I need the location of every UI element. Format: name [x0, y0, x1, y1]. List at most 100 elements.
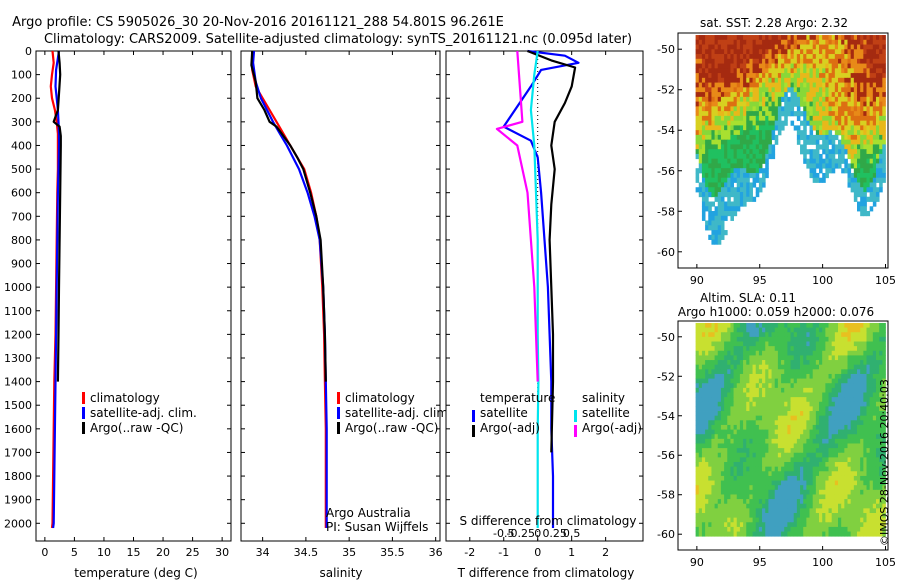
legend-label: satellite-adj. clim. [345, 406, 452, 420]
legend-label: climatology [90, 391, 160, 405]
s-tick-label: 0 [534, 527, 541, 540]
depth-tick-label: 0 [25, 45, 32, 58]
depth-tick-label: 1700 [4, 446, 32, 459]
depth-tick-label: 300 [11, 116, 32, 129]
x-tick-label: 2 [602, 546, 609, 559]
legend-swatch [574, 410, 577, 422]
series-line-argo-raw-qc- [52, 50, 62, 382]
depth-tick-label: 700 [11, 210, 32, 223]
legend-label: satellite [582, 406, 630, 420]
x-tick-label: 25 [186, 546, 200, 559]
x-tick-label: 34.5 [294, 546, 319, 559]
depth-tick-label: 400 [11, 139, 32, 152]
imos-watermark: ©IMOS 28-Nov-2016 20:40:03 [878, 379, 891, 546]
x-tick-label: 0 [41, 546, 48, 559]
depth-tick-label: 1900 [4, 494, 32, 507]
depth-tick-label: 1300 [4, 352, 32, 365]
s-tick-label: -0.5 [493, 527, 514, 540]
map-y-tick-label: -56 [657, 165, 675, 178]
x-tick-label: 15 [127, 546, 141, 559]
s-tick-label: 0.25 [542, 527, 567, 540]
depth-tick-label: 200 [11, 92, 32, 105]
sst-grid [695, 35, 886, 245]
legend-swatch [337, 407, 340, 419]
legend-swatch [472, 410, 475, 422]
x-tick-label: 34 [256, 546, 270, 559]
legend-swatch [337, 392, 340, 404]
temperature-xlabel: temperature (deg C) [74, 566, 197, 580]
x-tick-label: 20 [156, 546, 170, 559]
salinity-xlabel: salinity [319, 566, 362, 580]
sla-grid [695, 322, 886, 537]
temperature-panel: 0100200300400500600700800900100011001200… [4, 45, 232, 559]
sla-map: 90 95 100 105 -50 -52 -54 -56 -58 -60 [657, 320, 896, 569]
x-tick-label: 0 [534, 546, 541, 559]
depth-tick-label: 800 [11, 234, 32, 247]
salinity-panel: 34 34.5 35 35.5 36 climatologysatellite-adj. … [240, 50, 452, 559]
x-tick-label: 35.5 [380, 546, 405, 559]
legend-swatch [337, 422, 340, 434]
legend-label: Argo(..raw -QC) [90, 421, 183, 435]
diff-xlabel: T difference from climatology [457, 566, 635, 580]
depth-tick-label: 1400 [4, 376, 32, 389]
s-tick-label: 0.5 [563, 527, 581, 540]
depth-tick-label: 600 [11, 187, 32, 200]
depth-tick-label: 1600 [4, 423, 32, 436]
series-line-argo-adj- [495, 50, 539, 382]
map-x-tick-label: 105 [875, 274, 896, 287]
map-x-tick-label: 105 [875, 556, 896, 569]
depth-tick-label: 1800 [4, 470, 32, 483]
legend-swatch [82, 392, 85, 404]
depth-tick-label: 1100 [4, 305, 32, 318]
difference-panel: -2 -1 0 1 2-0.5-0.25 0 0.250.5temperaturesatel… [445, 49, 644, 559]
legend-swatch [82, 407, 85, 419]
x-tick-label: 1 [568, 546, 575, 559]
figure-title-line1: Argo profile: CS 5905026_30 20-Nov-2016 … [12, 15, 504, 30]
map-y-tick-label: -58 [657, 489, 675, 502]
plot-frame [240, 50, 441, 542]
depth-tick-label: 1200 [4, 328, 32, 341]
series-line-satellite [529, 50, 540, 528]
series-line-argo-adj- [527, 49, 577, 453]
legend-label: satellite [480, 406, 528, 420]
map-y-tick-label: -50 [657, 331, 675, 344]
map-y-tick-label: -60 [657, 246, 675, 259]
plot-frame [35, 50, 232, 542]
legend-group-title: salinity [582, 391, 625, 405]
map-x-tick-label: 90 [690, 556, 704, 569]
map-y-tick-label: -56 [657, 449, 675, 462]
map-x-tick-label: 95 [753, 556, 767, 569]
map-x-tick-label: 95 [753, 274, 767, 287]
s-tick-label: -0.25 [506, 527, 534, 540]
sla-map-title: Altim. SLA: 0.11 [700, 291, 796, 305]
legend-label: Argo(-adj) [480, 421, 540, 435]
depth-tick-label: 500 [11, 163, 32, 176]
map-y-tick-label: -52 [657, 84, 675, 97]
diff-s-title: S difference from climatology [460, 514, 637, 528]
x-tick-label: 5 [71, 546, 78, 559]
depth-tick-label: 1000 [4, 281, 32, 294]
map-y-tick-label: -58 [657, 205, 675, 218]
legend-swatch [82, 422, 85, 434]
legend-label: Argo(..raw -QC) [345, 421, 438, 435]
depth-tick-label: 900 [11, 258, 32, 271]
map-y-tick-label: -50 [657, 43, 675, 56]
legend-label: climatology [345, 391, 415, 405]
series-line-argo-raw-qc- [250, 50, 327, 382]
legend-group-title: temperature [480, 391, 555, 405]
map-y-tick-label: -60 [657, 528, 675, 541]
x-tick-label: -1 [498, 546, 509, 559]
sst-map-title: sat. SST: 2.28 Argo: 2.32 [700, 16, 848, 30]
series-line-satellite-adj-clim- [52, 50, 61, 529]
figure-title-line2: Climatology: CARS2009. Satellite-adjuste… [44, 32, 632, 47]
x-tick-label: 35 [342, 546, 356, 559]
x-tick-label: 36 [429, 546, 443, 559]
legend-label: satellite-adj. clim. [90, 406, 197, 420]
map-y-tick-label: -54 [657, 410, 675, 423]
sst-map: 90 95 100 105 -50 -52 -54 -56 -58 -60 [657, 32, 896, 287]
x-tick-label: 10 [97, 546, 111, 559]
map-y-tick-label: -52 [657, 370, 675, 383]
plot-frame [445, 50, 644, 542]
map-x-tick-label: 100 [812, 556, 833, 569]
